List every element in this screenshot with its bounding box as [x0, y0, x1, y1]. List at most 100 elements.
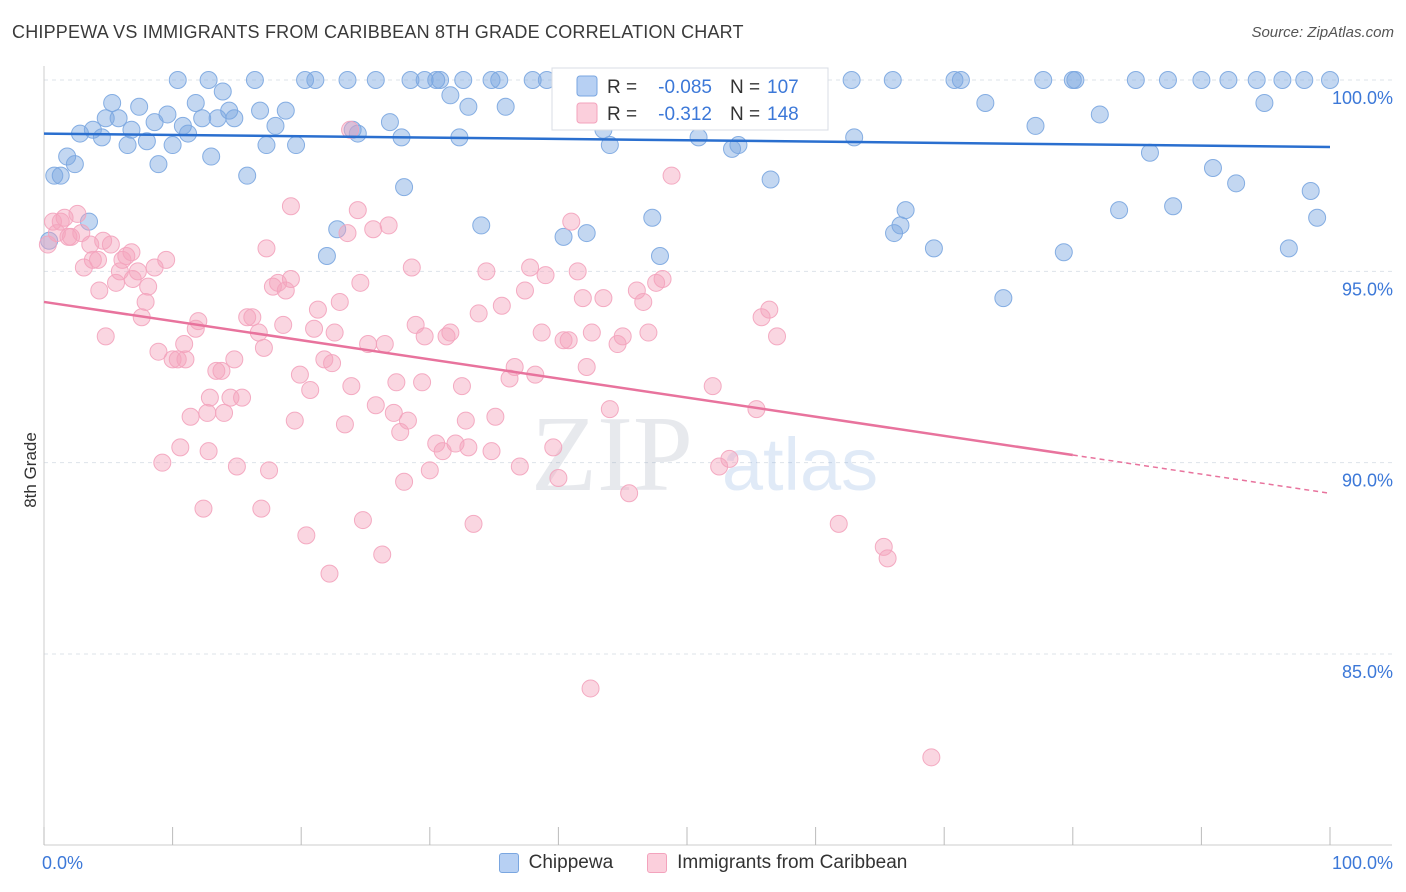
chippewa-point — [896, 201, 915, 220]
caribbean-point — [175, 335, 194, 354]
caribbean-point — [281, 197, 300, 216]
chippewa-point — [1219, 71, 1238, 89]
caribbean-point — [452, 377, 471, 396]
legend-label-chippewa: Chippewa — [528, 852, 614, 873]
caribbean-point — [330, 292, 349, 311]
chippewa-point — [266, 116, 285, 135]
y-axis-label: 8th Grade — [21, 432, 40, 508]
chippewa-point — [1026, 116, 1045, 135]
caribbean-point — [594, 289, 613, 308]
caribbean-point — [510, 457, 529, 476]
caribbean-point — [305, 319, 324, 338]
trend-lines — [43, 132, 1331, 495]
caribbean-point — [384, 403, 403, 422]
legend-swatch-chippewa — [498, 853, 519, 873]
caribbean-point — [276, 281, 295, 300]
caribbean-point — [559, 331, 578, 350]
caribbean-point — [252, 499, 271, 518]
caribbean-point — [577, 358, 596, 376]
chippewa-point — [976, 93, 995, 112]
chippewa-point — [431, 71, 450, 89]
y-tick-label: 90.0% — [1342, 471, 1393, 491]
chippewa-point — [193, 109, 212, 128]
stats-n-value-1: 107 — [767, 77, 799, 98]
caribbean-point — [254, 338, 273, 357]
chippewa-point — [729, 136, 748, 155]
chippewa-point — [1090, 105, 1109, 124]
caribbean-point — [653, 269, 672, 288]
source-label: Source: ZipAtlas.com — [1251, 24, 1394, 41]
chippewa-point — [92, 128, 111, 147]
chippewa-point — [96, 109, 115, 128]
chippewa-point — [650, 247, 669, 266]
chippewa-point — [168, 71, 187, 89]
watermark: ZIP atlas — [531, 395, 878, 514]
chippewa-point — [1227, 174, 1246, 193]
chippewa-point — [1321, 71, 1339, 89]
chippewa-point — [1273, 71, 1292, 89]
caribbean-point — [459, 438, 478, 457]
caribbean-point — [922, 748, 941, 767]
chippewa-point — [951, 71, 970, 89]
caribbean-point — [233, 388, 252, 407]
chippewa-point — [109, 109, 128, 128]
caribbean-point — [469, 304, 488, 323]
caribbean-point — [613, 327, 632, 346]
caribbean-point — [573, 289, 592, 308]
chippewa-point — [1126, 71, 1145, 89]
chippewa-point — [58, 147, 77, 166]
caribbean-point — [639, 323, 658, 342]
caribbean-point — [68, 204, 87, 223]
chippewa-point — [1054, 243, 1073, 262]
caribbean-point — [562, 212, 581, 231]
caribbean-point — [477, 262, 496, 281]
caribbean-point — [74, 258, 93, 277]
legend-item-caribbean: Immigrants from Caribbean — [647, 852, 907, 874]
chippewa-point — [490, 71, 509, 89]
caribbean-point — [47, 224, 66, 243]
caribbean-point — [199, 442, 218, 461]
caribbean-point — [581, 679, 600, 698]
chippewa-point — [51, 166, 70, 185]
stats-swatch-chippewa — [576, 75, 598, 97]
chippewa-point — [238, 166, 257, 185]
caribbean-point — [536, 266, 555, 285]
chippewa-point — [1279, 239, 1298, 258]
caribbean-point — [157, 250, 176, 269]
caribbean-point — [96, 327, 115, 346]
caribbean-point — [128, 262, 147, 281]
caribbean-point — [107, 273, 126, 292]
caribbean-point — [441, 323, 460, 342]
chippewa-point — [482, 71, 501, 89]
stats-r-value-2: -0.312 — [658, 104, 712, 125]
caribbean-point — [341, 120, 360, 139]
caribbean-point — [297, 526, 316, 545]
caribbean-point — [290, 365, 309, 384]
chippewa-point — [496, 97, 515, 116]
caribbean-point — [83, 250, 102, 269]
caribbean-point — [153, 453, 172, 472]
caribbean-point — [171, 438, 190, 457]
caribbean-point — [600, 400, 619, 419]
chippewa-point — [401, 71, 420, 89]
stats-n-value-2: 148 — [767, 104, 799, 125]
caribbean-point — [200, 388, 219, 407]
chippewa-point — [1203, 159, 1222, 178]
chippewa-point — [328, 220, 347, 239]
caribbean-point — [544, 438, 563, 457]
caribbean-point — [464, 514, 483, 533]
chippewa-point — [380, 113, 399, 132]
caribbean-point — [281, 269, 300, 288]
chippewa-point — [472, 216, 491, 235]
axes-layer: 100.0% 95.0% 90.0% 85.0% — [43, 66, 1393, 846]
chippewa-point — [137, 132, 156, 151]
chippewa-point — [1034, 71, 1053, 89]
caribbean-point — [238, 308, 257, 327]
caribbean-point — [181, 407, 200, 426]
caribbean-point — [342, 377, 361, 396]
caribbean-point — [335, 415, 354, 434]
watermark-atlas: atlas — [722, 423, 878, 506]
caribbean-point — [532, 323, 551, 342]
chippewa-point — [65, 155, 84, 174]
caribbean-point — [395, 472, 414, 491]
